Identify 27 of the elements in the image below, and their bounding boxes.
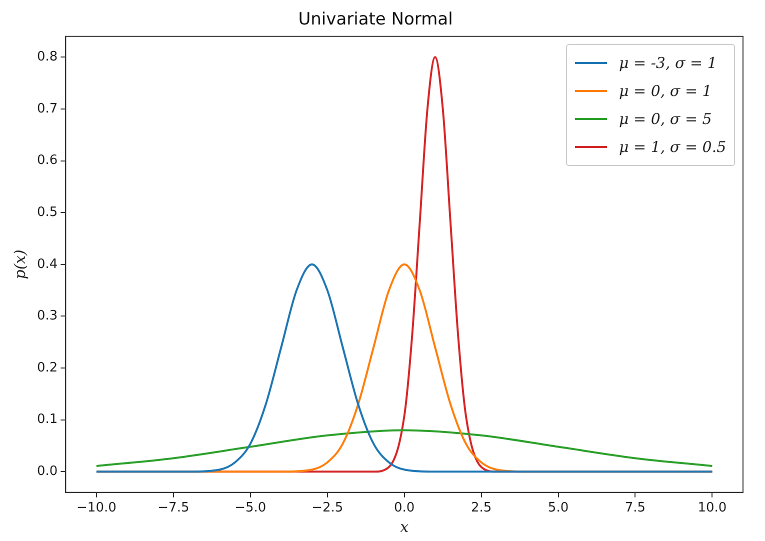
y-tick-label: 0.7 — [36, 101, 58, 116]
x-tick-label: 2.5 — [470, 500, 492, 516]
y-tick-label: 0.5 — [36, 204, 58, 220]
x-tick-label: 7.5 — [624, 500, 646, 516]
y-tick-label: 0.1 — [36, 412, 58, 428]
y-tick-label: 0.3 — [36, 308, 58, 324]
y-tick-label: 0.4 — [36, 256, 58, 272]
x-axis-title: x — [400, 518, 410, 536]
line-series — [95, 429, 714, 467]
chart-title: Univariate Normal — [298, 10, 453, 30]
y-axis-title: p(x) — [10, 249, 29, 280]
y-tick-label: 0.6 — [36, 153, 58, 168]
x-tick-label: 0.0 — [394, 500, 415, 516]
x-tick-label: −2.5 — [312, 500, 344, 516]
legend-label: μ = 0, σ = 1 — [619, 82, 712, 100]
x-tick-label: 10.0 — [698, 500, 727, 516]
legend-label: μ = -3, σ = 1 — [619, 54, 717, 72]
y-tick-label: 0.2 — [36, 360, 58, 376]
x-tick-label: −5.0 — [234, 500, 266, 516]
legend-label: μ = 1, σ = 0.5 — [619, 138, 726, 156]
x-tick-label: −10.0 — [76, 500, 116, 516]
line-series — [95, 263, 714, 473]
legend-label: μ = 0, σ = 5 — [619, 110, 712, 128]
x-tick-label: −7.5 — [158, 500, 190, 516]
y-tick-label: 0.0 — [36, 464, 58, 480]
y-tick-label: 0.8 — [36, 50, 58, 64]
x-tick-label: 5.0 — [548, 500, 569, 516]
